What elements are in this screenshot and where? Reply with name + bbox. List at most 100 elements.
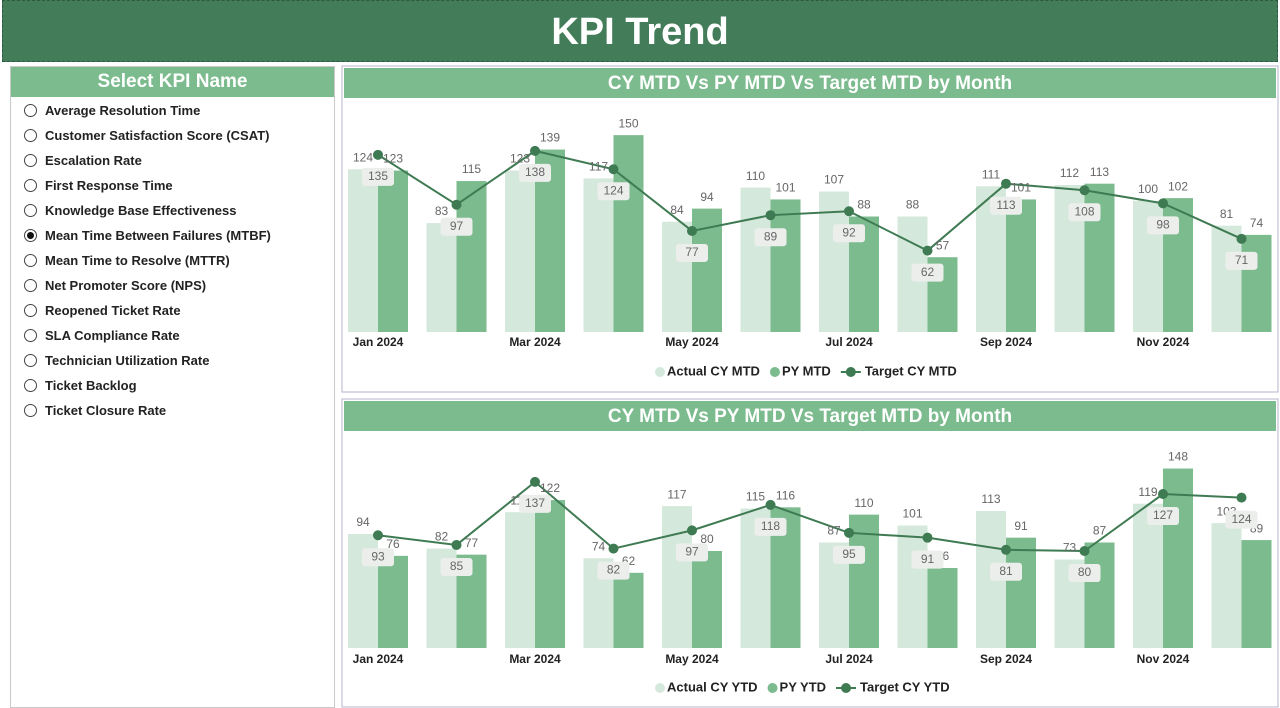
radio-button[interactable] <box>24 179 37 192</box>
x-tick-label: Sep 2024 <box>980 335 1032 349</box>
x-tick-label: Jul 2024 <box>825 652 873 666</box>
slicer-option[interactable]: Average Resolution Time <box>24 101 200 121</box>
data-label: 87 <box>827 524 841 538</box>
option-label[interactable]: Average Resolution Time <box>45 103 201 118</box>
line-point <box>608 164 619 175</box>
option-label[interactable]: SLA Compliance Rate <box>45 328 180 343</box>
line-point <box>1158 198 1168 209</box>
radio-button[interactable] <box>24 329 37 342</box>
option-label[interactable]: Knowledge Base Effectiveness <box>45 203 237 218</box>
data-label: 102 <box>1168 179 1188 193</box>
data-label-box <box>833 545 865 564</box>
data-label: 80 <box>1078 565 1092 579</box>
slicer-option[interactable]: Customer Satisfaction Score (CSAT) <box>24 126 269 146</box>
option-label[interactable]: Customer Satisfaction Score (CSAT) <box>45 128 270 143</box>
data-label: 94 <box>356 515 370 529</box>
data-label: 76 <box>386 537 400 551</box>
bar <box>1006 199 1036 332</box>
slicer-option[interactable]: Ticket Backlog <box>24 376 137 396</box>
data-label-box <box>440 557 473 576</box>
data-label: 116 <box>776 489 795 503</box>
data-label: 62 <box>921 265 935 279</box>
data-label: 95 <box>842 547 856 561</box>
radio-button[interactable] <box>24 354 37 367</box>
legend: Actual CY YTD PY YTD Target CY YTD <box>655 679 950 694</box>
data-label: 127 <box>1153 508 1173 522</box>
data-label: 100 <box>1138 182 1158 196</box>
data-label-box <box>362 167 394 186</box>
option-label[interactable]: Ticket Closure Rate <box>45 403 167 418</box>
slicer-option[interactable]: SLA Compliance Rate <box>24 326 180 346</box>
radio-button[interactable] <box>24 254 37 267</box>
data-label: 138 <box>525 165 545 179</box>
data-label: 94 <box>700 190 714 204</box>
data-label: 117 <box>589 160 608 174</box>
slicer-option[interactable]: Mean Time to Resolve (MTTR) <box>24 251 230 271</box>
radio-button[interactable] <box>24 279 37 292</box>
slicer-option[interactable]: Ticket Closure Rate <box>24 401 166 421</box>
radio-button[interactable] <box>24 129 37 142</box>
option-label[interactable]: Technician Utilization Rate <box>45 353 210 368</box>
line-point <box>765 210 776 221</box>
chart-title-bar <box>344 68 1276 98</box>
line-point <box>687 525 697 536</box>
option-label[interactable]: Reopened Ticket Rate <box>45 303 181 318</box>
line-point <box>1001 178 1011 189</box>
data-label: 71 <box>1235 253 1249 267</box>
data-label: 112 <box>1060 166 1079 180</box>
line-point <box>1236 492 1247 503</box>
slicer-option[interactable]: Escalation Rate <box>24 151 142 171</box>
line-point <box>1158 489 1168 500</box>
option-label[interactable]: Escalation Rate <box>45 153 142 168</box>
data-label-box <box>1225 251 1258 270</box>
data-label-box <box>1225 510 1258 529</box>
data-label: 113 <box>1090 165 1109 179</box>
data-label: 123 <box>383 152 403 166</box>
data-label-box <box>597 561 630 580</box>
data-label: 77 <box>685 245 699 259</box>
slicer-option[interactable]: Reopened Ticket Rate <box>24 301 181 321</box>
bar <box>849 514 879 648</box>
bar <box>1241 540 1272 648</box>
line-point <box>922 245 933 256</box>
data-label: 111 <box>982 167 1001 181</box>
data-label: 150 <box>618 116 638 130</box>
line-point <box>451 199 462 210</box>
radio-button[interactable] <box>24 304 37 317</box>
data-label: 139 <box>540 131 560 145</box>
radio-button[interactable] <box>24 204 37 217</box>
bar <box>613 135 644 332</box>
slicer-option[interactable]: Technician Utilization Rate <box>24 351 209 371</box>
radio-button[interactable] <box>24 229 37 242</box>
bar <box>613 572 644 648</box>
line-point <box>1079 185 1090 196</box>
legend-label: PY YTD <box>780 679 826 694</box>
option-label[interactable]: Mean Time to Resolve (MTTR) <box>45 253 230 268</box>
data-label: 124 <box>1231 512 1251 526</box>
chart-title: CY MTD Vs PY MTD Vs Target MTD by Month <box>608 406 1012 427</box>
data-label-box <box>1147 507 1179 526</box>
data-label: 110 <box>746 169 765 183</box>
data-label-box <box>911 263 944 282</box>
radio-button[interactable] <box>24 104 37 117</box>
legend-label: Target CY MTD <box>865 363 957 378</box>
slicer-option[interactable]: Knowledge Base Effectiveness <box>24 201 236 221</box>
slicer-option[interactable]: Mean Time Between Failures (MTBF) <box>24 226 271 246</box>
option-label[interactable]: Net Promoter Score (NPS) <box>45 278 207 293</box>
slicer-option[interactable]: First Response Time <box>24 176 173 196</box>
bar <box>692 551 722 648</box>
option-label[interactable]: First Response Time <box>45 178 173 193</box>
radio-button[interactable] <box>24 379 37 392</box>
bar <box>819 191 849 332</box>
x-tick-label: Jan 2024 <box>353 335 404 349</box>
bar <box>1163 468 1193 648</box>
slicer-option[interactable]: Net Promoter Score (NPS) <box>24 276 206 296</box>
radio-button[interactable] <box>24 404 37 417</box>
radio-button[interactable] <box>24 154 37 167</box>
bar <box>1211 225 1242 332</box>
option-label[interactable]: Mean Time Between Failures (MTBF) <box>45 228 271 243</box>
data-label: 113 <box>996 198 1015 212</box>
option-label[interactable]: Ticket Backlog <box>45 378 137 393</box>
x-tick-label: Nov 2024 <box>1137 335 1190 349</box>
data-label: 93 <box>371 549 385 563</box>
